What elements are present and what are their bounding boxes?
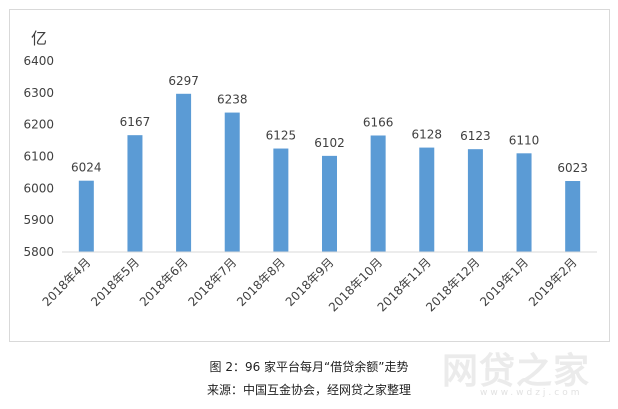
- x-axis: 2018年4月2018年5月2018年6月2018年7月2018年8月2018年…: [40, 255, 580, 314]
- bar: [78, 180, 94, 252]
- bar: [467, 149, 483, 252]
- data-label: 6023: [557, 161, 588, 175]
- data-label: 6297: [168, 74, 199, 88]
- data-label: 6110: [509, 133, 540, 147]
- y-unit-label: 亿: [31, 29, 47, 48]
- value-labels: 6024 6167 6297 6238 6125 6102 6166 6128 6123 6110…: [71, 74, 588, 175]
- y-tick-label: 6200: [23, 118, 54, 132]
- data-label: 6128: [411, 128, 442, 142]
- y-tick-label: 6100: [23, 150, 54, 164]
- y-axis: 5800 5900 6000 6100 6200 6300 6400: [23, 54, 54, 259]
- chart-frame: [9, 9, 610, 342]
- bar: [565, 181, 581, 252]
- x-tick-label: 2018年5月: [88, 255, 142, 309]
- bar: [419, 147, 435, 252]
- y-tick-label: 5800: [23, 245, 54, 259]
- y-tick-label: 6300: [23, 86, 54, 100]
- data-label: 6102: [314, 136, 345, 150]
- bar: [273, 148, 289, 252]
- watermark-text: 网贷之家: [442, 351, 591, 392]
- bars: [78, 93, 581, 252]
- bar: [516, 153, 532, 252]
- bar: [176, 93, 192, 252]
- watermark-url: www.wdzj.com: [480, 388, 583, 398]
- data-label: 6123: [460, 129, 491, 143]
- data-label: 6238: [217, 93, 248, 107]
- bar: [370, 135, 386, 252]
- bar: [224, 112, 240, 252]
- x-tick-label: 2018年6月: [137, 255, 191, 309]
- watermark-logo: 网贷之家 www.wdzj.com: [440, 342, 615, 404]
- data-label: 6024: [71, 161, 102, 175]
- bar: [322, 155, 337, 252]
- y-tick-label: 6400: [23, 54, 54, 68]
- x-tick-label: 2018年8月: [234, 255, 288, 309]
- x-tick-label: 2018年7月: [185, 255, 239, 309]
- y-tick-label: 6000: [23, 181, 54, 195]
- bar: [127, 135, 143, 252]
- x-tick-label: 2018年4月: [40, 255, 94, 309]
- source-caption: 来源：中国互金协会，经网贷之家整理: [206, 383, 411, 397]
- data-label: 6166: [363, 115, 394, 129]
- y-tick-label: 5900: [23, 213, 54, 227]
- x-tick-label: 2019年2月: [526, 255, 580, 309]
- figure-caption: 图 2：96 家平台每月“借贷余额”走势: [209, 360, 409, 374]
- data-label: 6125: [266, 129, 297, 143]
- x-tick-label: 2019年1月: [477, 255, 531, 309]
- data-label: 6167: [120, 115, 151, 129]
